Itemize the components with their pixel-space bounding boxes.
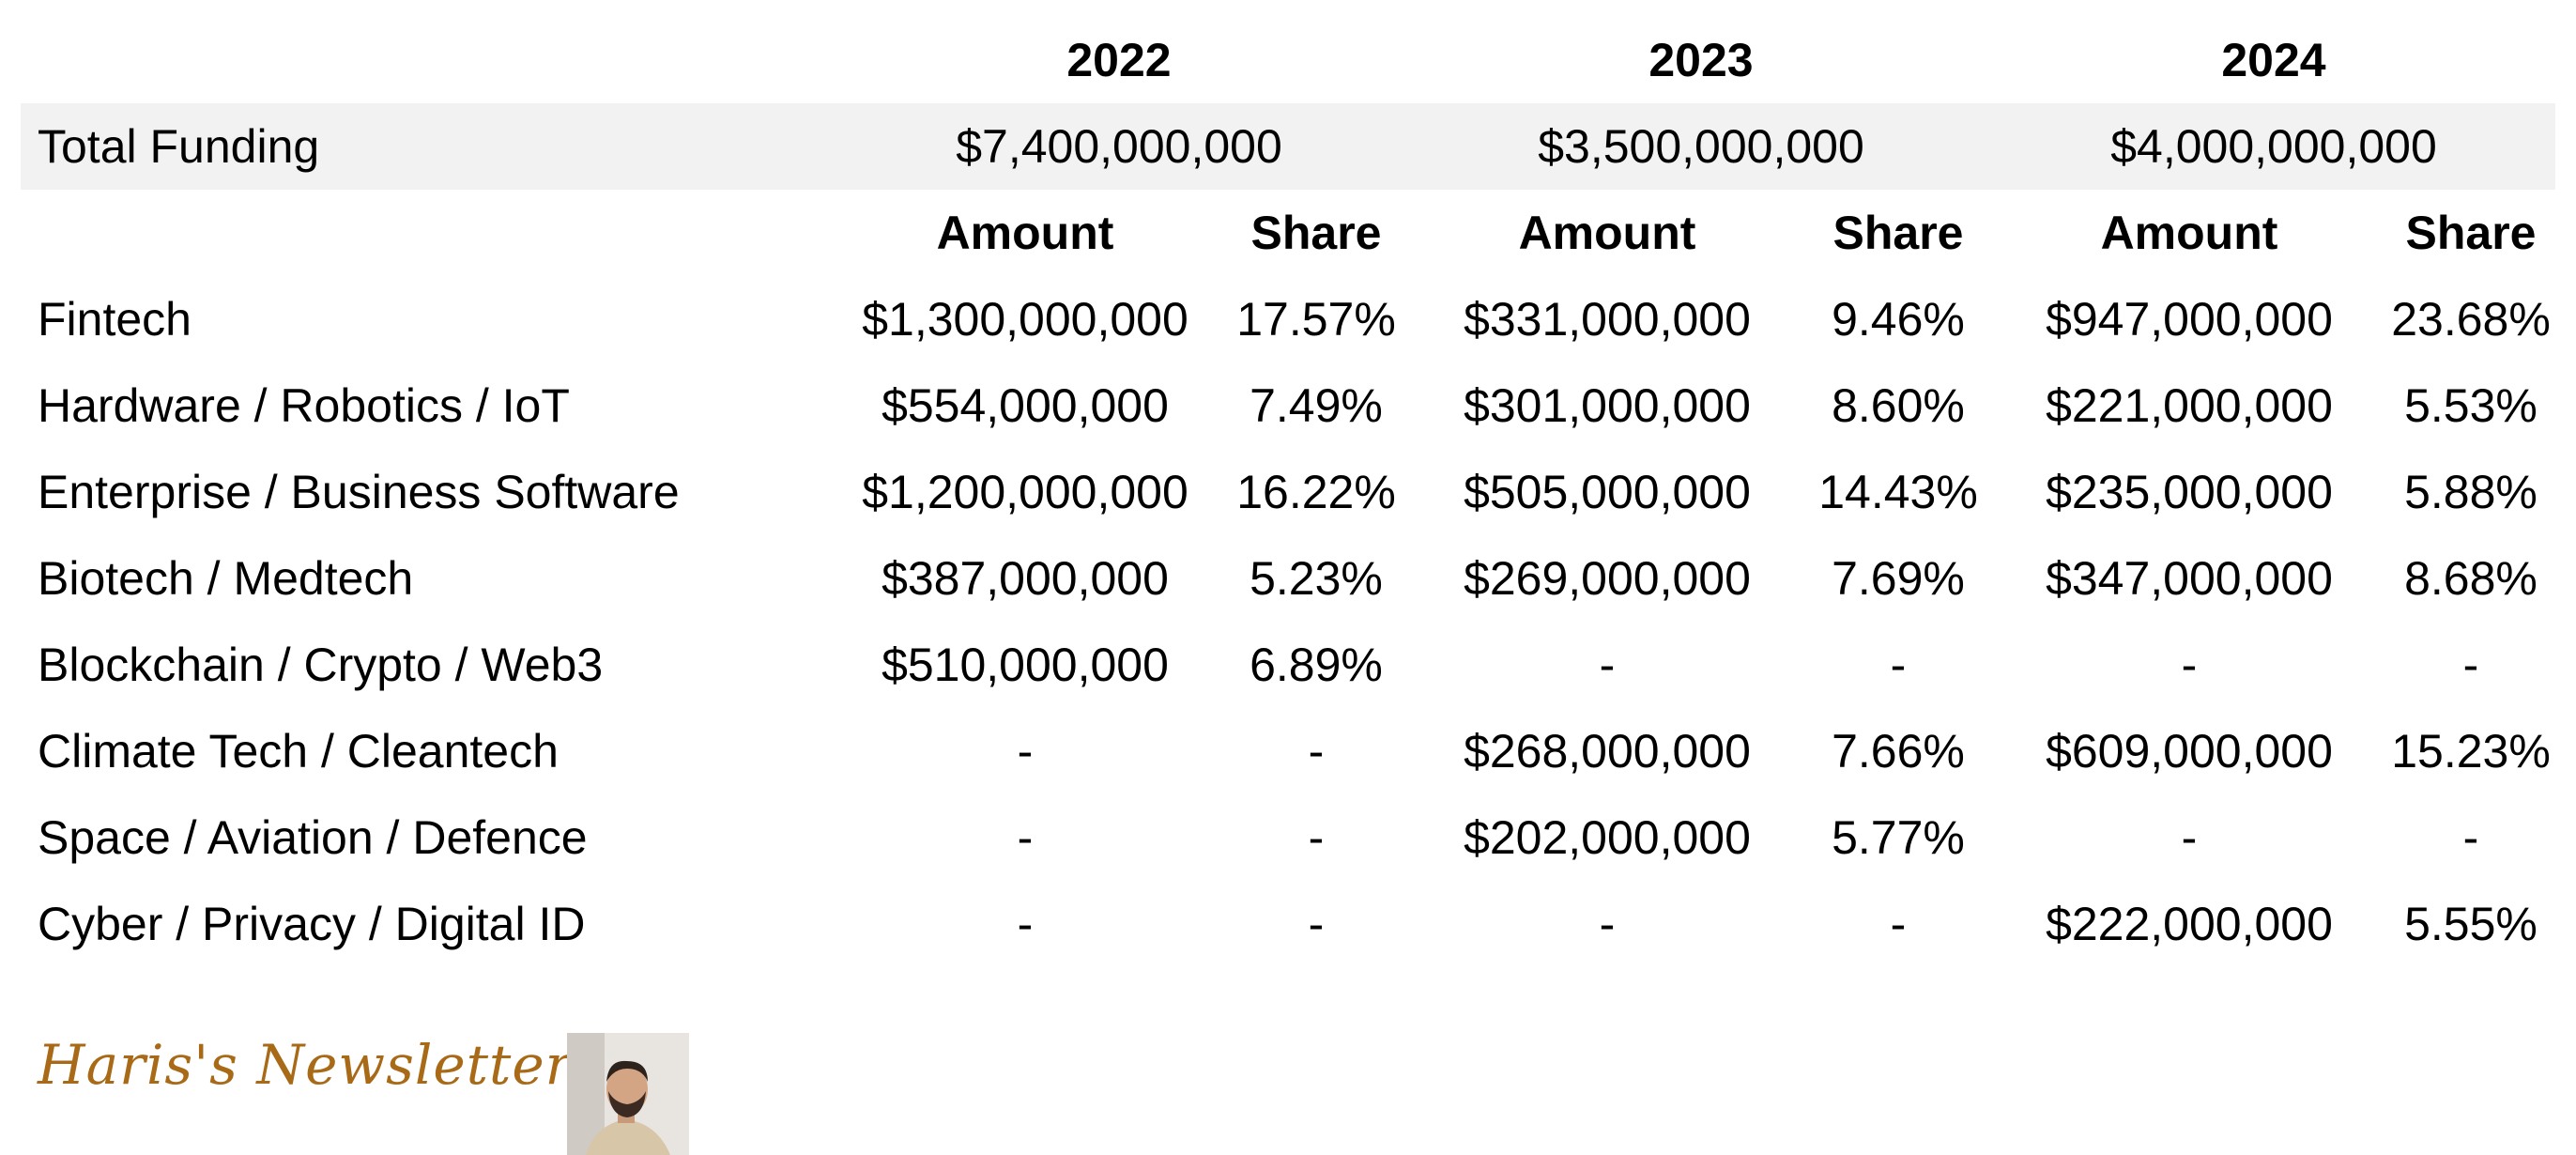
share-cell: 8.60% xyxy=(1832,379,1965,432)
share-cell: - xyxy=(1890,639,1907,691)
amount-cell: $947,000,000 xyxy=(2046,293,2333,346)
amount-cell: $235,000,000 xyxy=(2046,466,2333,518)
avatar xyxy=(567,1033,689,1155)
share-cell: 7.66% xyxy=(1832,725,1965,778)
sector-label: Hardware / Robotics / IoT xyxy=(38,379,570,432)
year-header-row: 2022 2023 2024 xyxy=(21,17,2555,103)
table-row: Fintech $1,300,000,000 17.57% $331,000,0… xyxy=(21,276,2555,362)
amount-cell: - xyxy=(2181,639,2198,691)
share-cell: 5.88% xyxy=(2404,466,2538,518)
amount-cell: $269,000,000 xyxy=(1464,552,1751,605)
amount-cell: - xyxy=(1599,639,1616,691)
share-cell: - xyxy=(2462,639,2479,691)
share-header: Share xyxy=(1832,207,1964,259)
amount-cell: $301,000,000 xyxy=(1464,379,1751,432)
table-row: Enterprise / Business Software $1,200,00… xyxy=(21,449,2555,535)
amount-cell: $609,000,000 xyxy=(2046,725,2333,778)
amount-header: Amount xyxy=(1518,207,1696,259)
total-funding-label: Total Funding xyxy=(38,120,320,173)
table-row: Hardware / Robotics / IoT $554,000,000 7… xyxy=(21,362,2555,449)
share-cell: 9.46% xyxy=(1832,293,1965,346)
share-cell: 5.53% xyxy=(2404,379,2538,432)
amount-cell: $268,000,000 xyxy=(1464,725,1751,778)
share-cell: 7.49% xyxy=(1250,379,1383,432)
table-row: Space / Aviation / Defence - - $202,000,… xyxy=(21,794,2555,881)
amount-cell: $347,000,000 xyxy=(2046,552,2333,605)
share-cell: 14.43% xyxy=(1818,466,1978,518)
amount-header: Amount xyxy=(936,207,1114,259)
share-cell: 23.68% xyxy=(2391,293,2551,346)
amount-cell: $331,000,000 xyxy=(1464,293,1751,346)
sector-label: Climate Tech / Cleantech xyxy=(38,725,559,778)
amount-cell: - xyxy=(1017,811,1034,864)
sector-label: Enterprise / Business Software xyxy=(38,466,680,518)
share-cell: 8.68% xyxy=(2404,552,2538,605)
year-header: 2024 xyxy=(2221,34,2326,86)
amount-cell: $222,000,000 xyxy=(2046,898,2333,950)
amount-cell: $387,000,000 xyxy=(882,552,1169,605)
share-header: Share xyxy=(1250,207,1382,259)
amount-cell: $554,000,000 xyxy=(882,379,1169,432)
amount-cell: - xyxy=(1017,898,1034,950)
amount-cell: $221,000,000 xyxy=(2046,379,2333,432)
newsletter-name: Haris's Newsletter xyxy=(38,1033,573,1097)
share-cell: - xyxy=(2462,811,2479,864)
subheader-row: Amount Share Amount Share Amount Share xyxy=(21,190,2555,276)
share-cell: - xyxy=(1308,898,1325,950)
share-cell: 16.22% xyxy=(1236,466,1396,518)
share-cell: 5.77% xyxy=(1832,811,1965,864)
share-cell: - xyxy=(1308,725,1325,778)
newsletter-footer: Haris's Newsletter xyxy=(38,1033,572,1097)
share-cell: - xyxy=(1890,898,1907,950)
amount-header: Amount xyxy=(2100,207,2278,259)
sector-label: Fintech xyxy=(38,293,192,346)
funding-table: 2022 2023 2024 Total Funding $7,400,000,… xyxy=(21,17,2555,967)
amount-cell: - xyxy=(1017,725,1034,778)
total-funding-row: Total Funding $7,400,000,000 $3,500,000,… xyxy=(21,103,2555,190)
sector-label: Cyber / Privacy / Digital ID xyxy=(38,898,586,950)
amount-cell: $1,300,000,000 xyxy=(862,293,1188,346)
author-photo xyxy=(567,1033,689,1155)
share-cell: - xyxy=(1308,811,1325,864)
share-cell: 17.57% xyxy=(1236,293,1396,346)
amount-cell: - xyxy=(1599,898,1616,950)
sector-label: Space / Aviation / Defence xyxy=(38,811,588,864)
sector-label: Biotech / Medtech xyxy=(38,552,414,605)
amount-cell: - xyxy=(2181,811,2198,864)
share-cell: 5.55% xyxy=(2404,898,2538,950)
share-header: Share xyxy=(2405,207,2537,259)
total-funding-value: $4,000,000,000 xyxy=(2110,120,2437,173)
year-header: 2022 xyxy=(1066,34,1172,86)
total-funding-value: $7,400,000,000 xyxy=(956,120,1282,173)
share-cell: 6.89% xyxy=(1250,639,1383,691)
share-cell: 15.23% xyxy=(2391,725,2551,778)
sector-label: Blockchain / Crypto / Web3 xyxy=(38,639,604,691)
share-cell: 5.23% xyxy=(1250,552,1383,605)
table-row: Climate Tech / Cleantech - - $268,000,00… xyxy=(21,708,2555,794)
table-row: Cyber / Privacy / Digital ID - - - - $22… xyxy=(21,881,2555,967)
year-header: 2023 xyxy=(1648,34,1754,86)
share-cell: 7.69% xyxy=(1832,552,1965,605)
table-row: Biotech / Medtech $387,000,000 5.23% $26… xyxy=(21,535,2555,622)
amount-cell: $1,200,000,000 xyxy=(862,466,1188,518)
amount-cell: $505,000,000 xyxy=(1464,466,1751,518)
total-funding-value: $3,500,000,000 xyxy=(1538,120,1864,173)
table-row: Blockchain / Crypto / Web3 $510,000,000 … xyxy=(21,622,2555,708)
amount-cell: $202,000,000 xyxy=(1464,811,1751,864)
amount-cell: $510,000,000 xyxy=(882,639,1169,691)
